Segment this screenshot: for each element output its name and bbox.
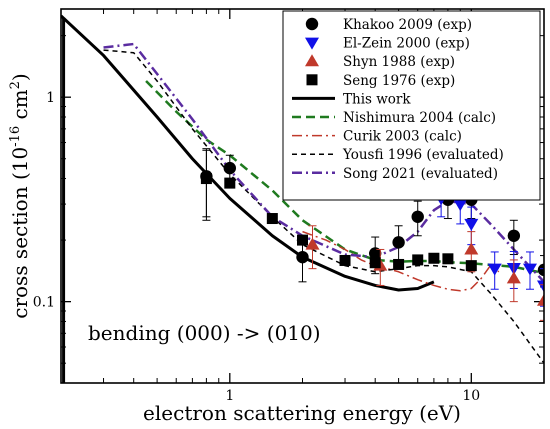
legend-label: This work — [343, 91, 411, 107]
data-point — [297, 234, 308, 246]
legend-label: Nishimura 2004 (calc) — [343, 110, 496, 126]
data-point — [200, 173, 212, 185]
data-point — [296, 250, 309, 264]
data-point — [305, 54, 319, 67]
x-axis-title: electron scattering energy (eV) — [143, 401, 461, 425]
data-point — [428, 252, 440, 264]
data-point — [368, 247, 382, 260]
y-axis-title-close: ) — [8, 73, 32, 81]
data-point — [537, 263, 544, 277]
legend-label: Song 2021 (evaluated) — [343, 166, 498, 182]
data-point — [487, 263, 502, 276]
data-point — [453, 199, 468, 212]
legend-label: Seng 1976 (exp) — [343, 73, 455, 89]
series-line — [61, 14, 435, 292]
data-point — [411, 210, 424, 224]
y-axis-title-exp: -16 — [8, 126, 23, 147]
legend-label: Yousfi 1996 (evaluated) — [342, 147, 504, 163]
y-tick-label: 0.1 — [33, 295, 55, 311]
x-tick-label: 10 — [462, 388, 480, 404]
legend-label: Shyn 1988 (exp) — [343, 54, 455, 70]
legend-label: Curik 2003 (calc) — [343, 129, 462, 145]
data-point — [223, 161, 237, 175]
legend: Khakoo 2009 (exp) El-Zein 2000 (exp) Shyn … — [282, 10, 541, 201]
annotation-text: bending (000) -> (010) — [88, 321, 321, 345]
series-line — [302, 230, 500, 292]
data-point — [464, 218, 479, 231]
data-point — [392, 236, 405, 249]
data-point — [537, 293, 544, 306]
data-point — [537, 280, 544, 293]
data-point — [305, 237, 320, 250]
data-point — [339, 254, 351, 266]
legend-label: Khakoo 2009 (exp) — [343, 17, 472, 33]
legend-box — [282, 10, 541, 201]
y-axis-title: cross section (10-16 cm2) — [8, 73, 32, 319]
y-axis-title-unit: cm — [8, 89, 32, 126]
data-point — [224, 177, 236, 189]
data-point — [465, 260, 477, 272]
data-point — [305, 37, 319, 50]
data-point — [369, 257, 381, 269]
y-axis-title-main: cross section (10 — [8, 147, 32, 319]
data-point — [464, 242, 479, 255]
data-point — [266, 213, 278, 225]
x-tick-label: 1 — [225, 388, 234, 404]
data-point — [393, 258, 405, 270]
data-point — [522, 263, 537, 276]
data-point — [507, 229, 521, 242]
plot-frame — [60, 8, 545, 384]
series-line — [145, 80, 544, 275]
y-tick-label: 1 — [46, 90, 55, 106]
data-point — [506, 271, 521, 284]
data-point — [305, 17, 319, 31]
data-point — [412, 254, 424, 266]
y-axis-title-unit-exp: 2 — [8, 81, 23, 89]
data-point — [442, 253, 454, 265]
legend-label: El-Zein 2000 (exp) — [343, 36, 470, 52]
data-point — [306, 74, 318, 86]
